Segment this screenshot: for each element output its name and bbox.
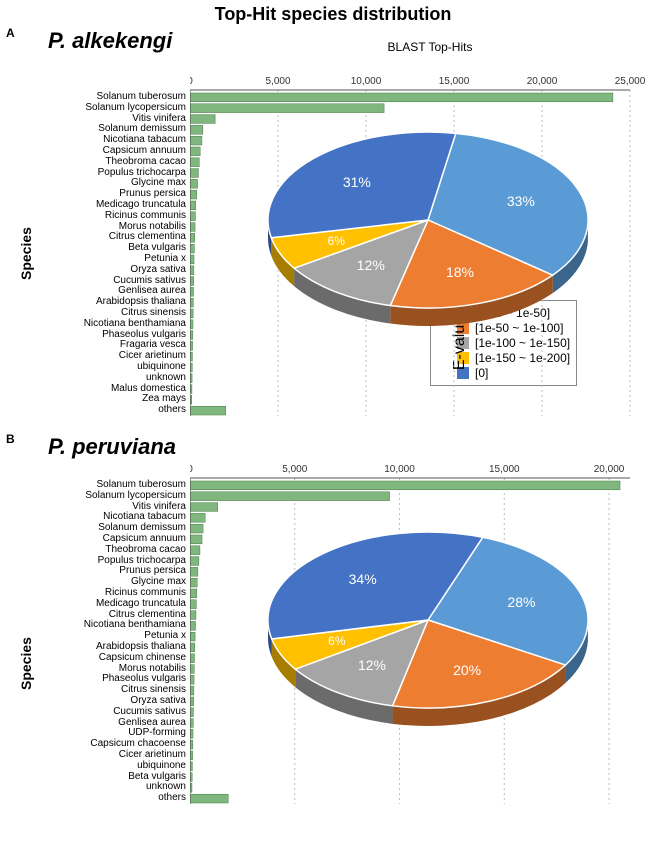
- species-bar: [191, 546, 200, 555]
- species-bar: [191, 287, 194, 296]
- species-bar: [191, 309, 194, 318]
- species-bar: [191, 675, 195, 684]
- panel-a-subtitle: P. alkekengi: [48, 28, 172, 54]
- species-bar: [191, 223, 196, 232]
- x-tick-label: 20,000: [594, 464, 625, 475]
- species-bar: [191, 492, 390, 501]
- species-bar: [191, 751, 193, 760]
- species-label: Nicotiana benthamiana: [8, 319, 186, 330]
- species-bar: [191, 708, 194, 717]
- panel-a-species-list: Solanum tuberosumSolanum lycopersicumVit…: [8, 92, 186, 416]
- main-title: Top-Hit species distribution: [0, 4, 666, 25]
- species-label: others: [8, 793, 186, 804]
- species-bar: [191, 783, 192, 792]
- species-bar: [191, 266, 194, 275]
- species-bar: [191, 395, 192, 404]
- species-bar: [191, 179, 198, 188]
- species-label: Theobroma cacao: [8, 157, 186, 168]
- species-bar: [191, 125, 203, 134]
- species-label: Cucumis sativus: [8, 707, 186, 718]
- species-bar: [191, 201, 196, 210]
- species-bar: [191, 794, 229, 803]
- species-bar: [191, 341, 193, 350]
- species-bar: [191, 93, 613, 102]
- species-label: others: [8, 405, 186, 416]
- species-bar: [191, 147, 201, 156]
- species-bar: [191, 503, 218, 512]
- species-bar: [191, 385, 192, 394]
- species-bar: [191, 363, 193, 372]
- species-bar: [191, 190, 197, 199]
- panel-a-pie: 33%18%12%6%31%: [264, 128, 592, 330]
- species-bar: [191, 654, 195, 663]
- species-bar: [191, 578, 198, 587]
- x-tick-label: 0: [190, 464, 193, 475]
- species-bar: [191, 298, 194, 307]
- species-bar: [191, 665, 195, 674]
- species-bar: [191, 600, 197, 609]
- species-bar: [191, 158, 200, 167]
- species-bar: [191, 244, 195, 253]
- species-label: ubiquinone: [8, 761, 186, 772]
- species-bar: [191, 374, 193, 383]
- species-bar: [191, 643, 195, 652]
- species-bar: [191, 740, 193, 749]
- x-tick-label: 25,000: [615, 76, 646, 87]
- species-bar: [191, 729, 194, 738]
- species-bar: [191, 320, 193, 329]
- species-bar: [191, 212, 196, 221]
- species-bar: [191, 611, 196, 620]
- species-label: Theobroma cacao: [8, 545, 186, 556]
- x-tick-label: 10,000: [351, 76, 382, 87]
- species-bar: [191, 169, 199, 178]
- species-bar: [191, 406, 226, 415]
- species-bar: [191, 773, 193, 782]
- species-bar: [191, 233, 195, 242]
- species-bar: [191, 567, 198, 576]
- x-tick-label: 15,000: [439, 76, 470, 87]
- species-label: Solanum lycopersicum: [8, 491, 186, 502]
- x-tick-label: 5,000: [265, 76, 290, 87]
- panel-b-label: B: [6, 432, 15, 446]
- panel-b-subtitle: P. peruviana: [48, 434, 176, 460]
- panel-b-pie: 28%20%12%6%34%: [264, 528, 592, 730]
- species-label: Solanum lycopersicum: [8, 103, 186, 114]
- species-label: Capsicum chinense: [8, 653, 186, 664]
- panel-b-species-list: Solanum tuberosumSolanum lycopersicumVit…: [8, 480, 186, 804]
- species-bar: [191, 352, 193, 361]
- species-label: Oryza sativa: [8, 265, 186, 276]
- species-label: unknown: [8, 373, 186, 384]
- x-tick-label: 5,000: [282, 464, 307, 475]
- x-tick-label: 15,000: [489, 464, 520, 475]
- species-label: Medicago truncatula: [8, 599, 186, 610]
- species-bar: [191, 697, 194, 706]
- species-bar: [191, 136, 202, 145]
- pie-svg: [264, 128, 592, 330]
- species-bar: [191, 331, 193, 340]
- species-bar: [191, 557, 199, 566]
- species-bar: [191, 104, 385, 113]
- species-bar: [191, 481, 621, 490]
- x-tick-label: 10,000: [384, 464, 415, 475]
- species-bar: [191, 255, 195, 264]
- x-tick-label: 0: [190, 76, 193, 87]
- panel-a-label: A: [6, 26, 15, 40]
- species-bar: [191, 115, 216, 124]
- pie-svg: [264, 528, 592, 730]
- species-bar: [191, 277, 194, 286]
- x-tick-label: 20,000: [527, 76, 558, 87]
- species-label: Ricinus communis: [8, 211, 186, 222]
- species-bar: [191, 762, 193, 771]
- species-bar: [191, 513, 206, 522]
- species-bar: [191, 589, 197, 598]
- species-bar: [191, 686, 194, 695]
- species-bar: [191, 524, 204, 533]
- species-bar: [191, 632, 196, 641]
- species-bar: [191, 719, 194, 728]
- species-bar: [191, 621, 196, 630]
- species-bar: [191, 535, 203, 544]
